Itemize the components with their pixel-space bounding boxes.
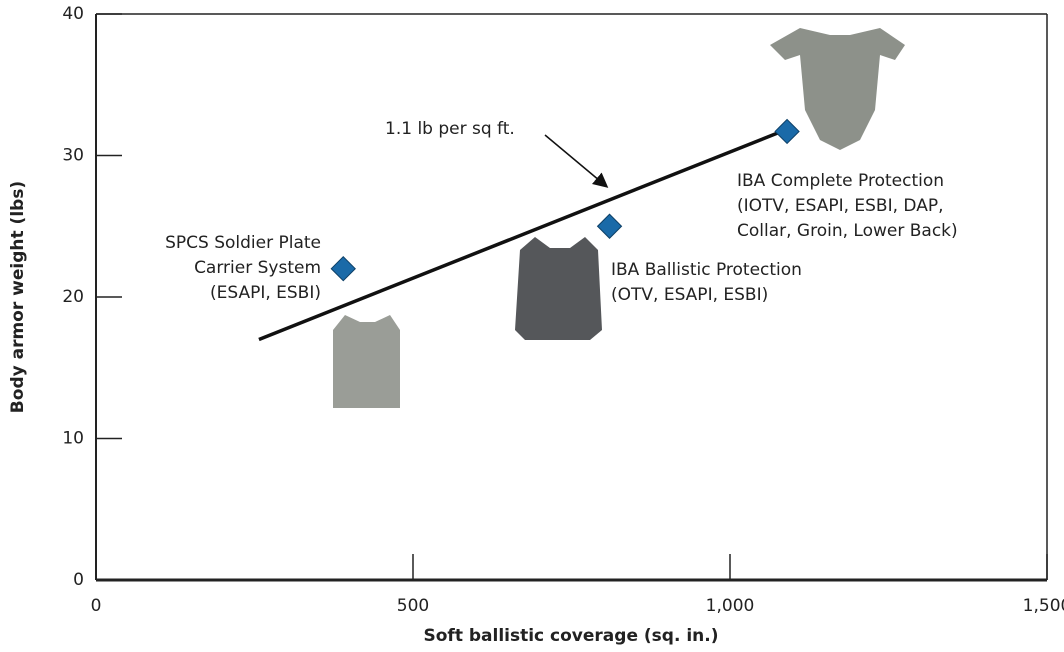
data-point bbox=[596, 213, 623, 239]
annotation: 1.1 lb per sq ft. bbox=[385, 119, 515, 139]
annotation-arrow bbox=[544, 134, 609, 188]
point-label: (ESAPI, ESBI) bbox=[210, 283, 321, 303]
point-label: SPCS Soldier Plate bbox=[165, 233, 321, 253]
y-tick-label: 0 bbox=[73, 570, 84, 590]
y-axis-title: Body armor weight (lbs) bbox=[8, 181, 28, 413]
point-label: IBA Ballistic Protection bbox=[611, 260, 802, 280]
x-tick-label: 1,000 bbox=[706, 596, 755, 616]
vest-illustration bbox=[333, 28, 905, 408]
y-tick-label: 20 bbox=[62, 287, 84, 307]
y-tick-label: 40 bbox=[62, 4, 84, 24]
point-label: (OTV, ESAPI, ESBI) bbox=[611, 285, 768, 305]
x-tick-label: 500 bbox=[397, 596, 429, 616]
point-label: (IOTV, ESAPI, ESBI, DAP, bbox=[737, 196, 944, 216]
point-label: Carrier System bbox=[194, 258, 321, 278]
data-point bbox=[330, 255, 356, 282]
x-axis-title: Soft ballistic coverage (sq. in.) bbox=[424, 626, 719, 646]
y-tick-label: 30 bbox=[62, 146, 84, 166]
point-label: Collar, Groin, Lower Back) bbox=[737, 221, 958, 241]
data-point bbox=[774, 118, 800, 145]
point-label: IBA Complete Protection bbox=[737, 171, 944, 191]
x-tick-label: 0 bbox=[91, 596, 102, 616]
y-tick-label: 10 bbox=[62, 429, 84, 449]
trend-line bbox=[258, 128, 786, 342]
x-tick-label: 1,500 bbox=[1023, 596, 1064, 616]
